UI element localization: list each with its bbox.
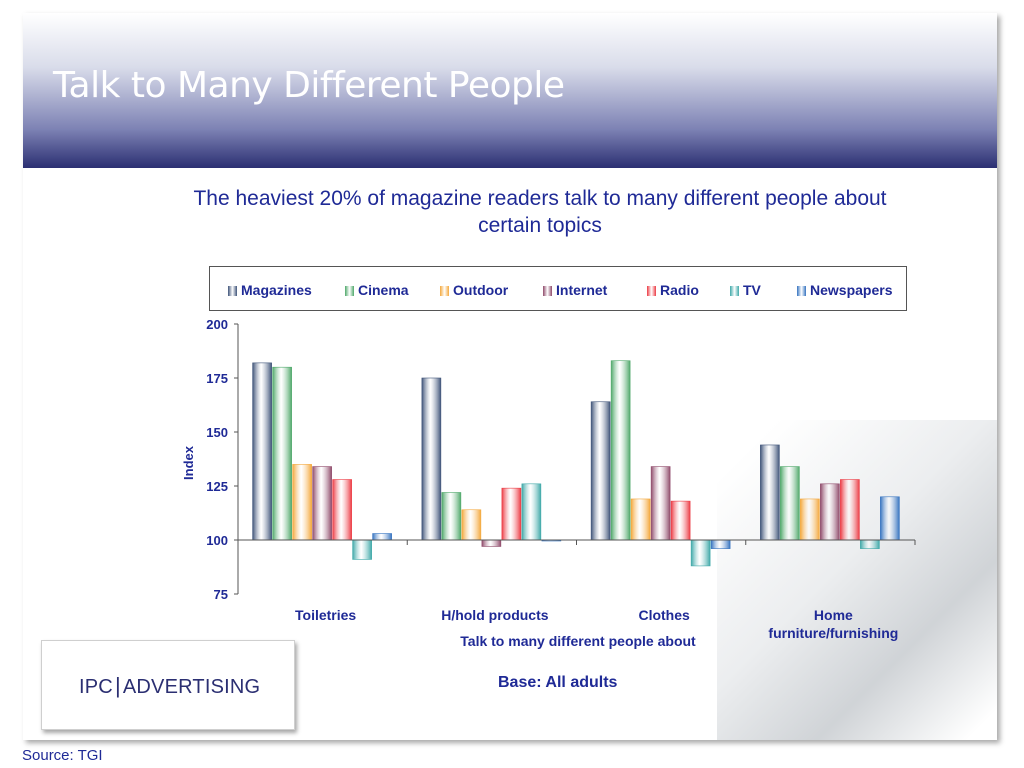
bar-radio	[840, 479, 860, 541]
legend-label: Radio	[660, 282, 699, 298]
legend-label: TV	[743, 282, 761, 298]
y-tick-label: 150	[206, 425, 228, 440]
legend-item-outdoor: Outdoor	[440, 282, 508, 298]
bar-cinema	[272, 366, 292, 541]
legend-item-cinema: Cinema	[345, 282, 409, 298]
x-tick-label: Toiletries	[295, 607, 356, 623]
chart-subtitle: The heaviest 20% of magazine readers tal…	[193, 187, 887, 237]
legend-swatch	[647, 286, 656, 296]
bar-radio	[332, 479, 352, 541]
x-axis-title: Talk to many different people about	[460, 633, 696, 649]
legend-swatch	[543, 286, 552, 296]
ipc-advertising-logo: IPC| ADVERTISING	[79, 673, 260, 699]
legend-label: Magazines	[241, 282, 312, 298]
bar-outdoor	[461, 509, 482, 541]
slide-title: Talk to Many Different People	[53, 65, 565, 106]
logo-advertising: ADVERTISING	[122, 676, 261, 698]
bar-cinema	[610, 360, 631, 541]
x-tick-label: Home	[814, 607, 853, 623]
bar-tv	[352, 539, 372, 560]
bar-internet	[650, 466, 671, 541]
legend-swatch	[345, 286, 354, 296]
legend-swatch	[730, 286, 739, 296]
bar-magazines	[421, 377, 442, 541]
bar-internet	[312, 466, 332, 541]
bar-outdoor	[630, 498, 651, 541]
bar-internet	[820, 483, 840, 541]
logo-divider: |	[114, 673, 121, 698]
legend-label: Cinema	[358, 282, 409, 298]
bar-radio	[670, 500, 691, 541]
slide: Talk to Many Different People	[23, 13, 997, 740]
bar-newspapers	[372, 533, 392, 541]
bar-newspapers	[710, 539, 731, 549]
legend-item-newspapers: Newspapers	[797, 282, 892, 298]
legend-swatch	[797, 286, 806, 296]
bar-tv	[860, 539, 880, 549]
y-tick-label: 125	[206, 479, 228, 494]
bar-internet	[481, 539, 502, 547]
base-note: Base: All adults	[498, 674, 618, 691]
bar-tv	[690, 539, 711, 567]
bar-cinema	[441, 492, 462, 541]
legend-swatch	[228, 286, 237, 296]
bar-outdoor	[800, 498, 820, 541]
legend-item-internet: Internet	[543, 282, 607, 298]
y-axis-title: Index	[181, 445, 196, 480]
bar-magazines	[252, 362, 272, 541]
bar-magazines	[760, 444, 780, 541]
legend-item-tv: TV	[730, 282, 761, 298]
logo-ipc: IPC	[79, 676, 113, 698]
bar-magazines	[590, 401, 611, 541]
x-tick-label: furniture/furnishing	[768, 625, 898, 641]
source-note: Source: TGI	[22, 747, 103, 764]
y-tick-label: 175	[206, 371, 228, 386]
bar-newspapers	[880, 496, 900, 541]
bar-radio	[501, 487, 522, 541]
legend-label: Newspapers	[810, 282, 893, 298]
legend-item-magazines: Magazines	[228, 282, 312, 298]
title-banner: Talk to Many Different People	[23, 13, 997, 168]
x-tick-label: Clothes	[638, 607, 690, 623]
legend-item-radio: Radio	[647, 282, 699, 298]
legend-label: Internet	[556, 282, 608, 298]
legend-swatch	[440, 286, 449, 296]
y-tick-label: 200	[206, 317, 228, 332]
bar-cinema	[780, 466, 800, 541]
bar-tv	[521, 483, 542, 541]
y-tick-label: 100	[206, 533, 228, 548]
chart-legend: Magazines Cinema Outdoor Internet Radio TV New…	[209, 266, 907, 311]
y-tick-label: 75	[214, 587, 228, 602]
ipc-logo-box: IPC| ADVERTISING	[41, 640, 295, 730]
legend-label: Outdoor	[453, 282, 509, 298]
x-tick-label: H/hold products	[441, 607, 549, 623]
bar-outdoor	[292, 464, 312, 541]
